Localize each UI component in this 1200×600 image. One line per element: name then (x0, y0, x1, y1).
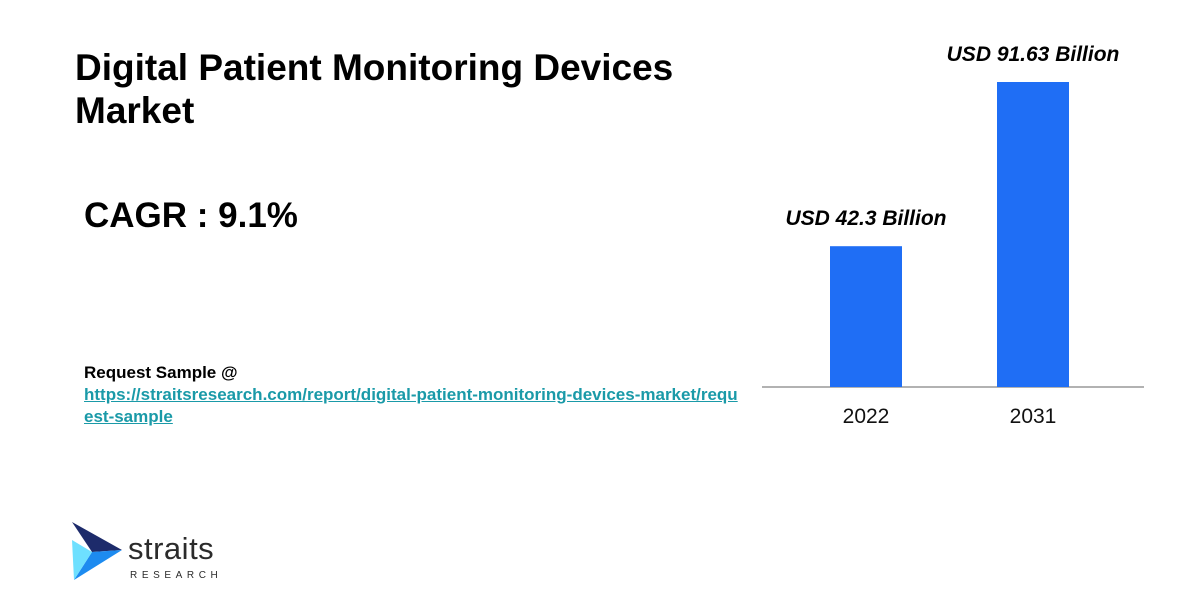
page-title: Digital Patient Monitoring Devices Marke… (75, 47, 674, 131)
data-label-2031: USD 91.63 Billion (947, 43, 1120, 66)
data-label-2022: USD 42.3 Billion (785, 207, 946, 230)
straits-research-logo: straits RESEARCH (70, 520, 250, 586)
cagr-text: CAGR : 9.1% (84, 196, 298, 235)
bar-2031 (997, 82, 1069, 387)
request-sample-label: Request Sample @ (84, 363, 238, 382)
request-sample-link[interactable]: https://straitsresearch.com/report/digit… (84, 385, 738, 426)
request-sample-block: Request Sample @ https://straitsresearch… (84, 362, 744, 428)
arrow-chevron-icon (72, 522, 122, 580)
x-tick-label-2022: 2022 (843, 405, 890, 428)
logo-wordmark: straits (128, 531, 215, 566)
bar-2022 (830, 246, 902, 387)
market-size-bar-chart: USD 42.3 Billion 2022 USD 91.63 Billion 203… (762, 43, 1144, 428)
logo-subtitle: RESEARCH (130, 570, 223, 581)
x-tick-label-2031: 2031 (1010, 405, 1057, 428)
